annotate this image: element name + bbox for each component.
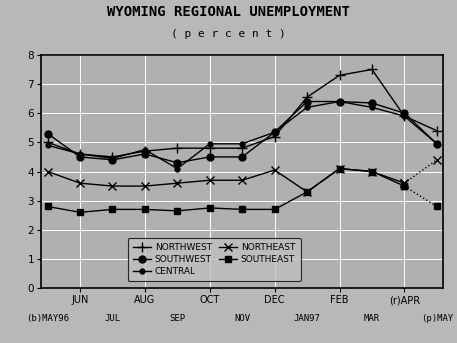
Text: JAN97: JAN97 bbox=[294, 314, 320, 323]
Text: WYOMING REGIONAL UNEMPLOYMENT: WYOMING REGIONAL UNEMPLOYMENT bbox=[107, 5, 350, 19]
Text: JUL: JUL bbox=[104, 314, 121, 323]
Text: SEP: SEP bbox=[169, 314, 186, 323]
Text: MAR: MAR bbox=[364, 314, 380, 323]
Text: ( p e r c e n t ): ( p e r c e n t ) bbox=[171, 29, 286, 39]
Text: NOV: NOV bbox=[234, 314, 250, 323]
Text: (p)MAY: (p)MAY bbox=[421, 314, 453, 323]
Text: (b)MAY96: (b)MAY96 bbox=[26, 314, 69, 323]
Legend: NORTHWEST, SOUTHWEST, CENTRAL, NORTHEAST, SOUTHEAST: NORTHWEST, SOUTHWEST, CENTRAL, NORTHEAST… bbox=[128, 238, 301, 281]
